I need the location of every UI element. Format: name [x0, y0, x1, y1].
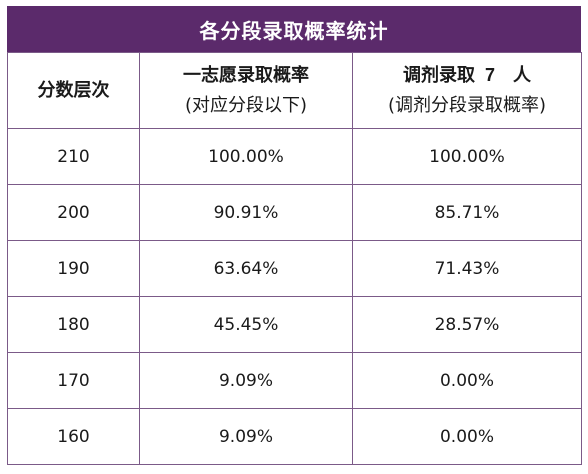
probability-table: 分数层次 一志愿录取概率 (对应分段以下) 调剂录取 7 人 (调剂分段录取概率) … [7, 52, 582, 465]
table-row: 160 9.09% 0.00% [7, 408, 582, 465]
header-first-choice-note: (对应分段以下) [184, 94, 308, 116]
header-first-choice: 一志愿录取概率 (对应分段以下) [139, 52, 353, 129]
table-title: 各分段录取概率统计 [7, 6, 581, 52]
score-cell: 170 [7, 352, 140, 409]
score-cell: 190 [7, 240, 140, 297]
first-choice-cell: 90.91% [139, 184, 353, 241]
header-row: 分数层次 一志愿录取概率 (对应分段以下) 调剂录取 7 人 (调剂分段录取概率) [7, 52, 582, 129]
adjust-cell: 0.00% [352, 352, 582, 409]
header-adjust-count: 7 [484, 65, 495, 85]
header-adjust-note: (调剂分段录取概率) [387, 95, 547, 116]
header-adjust: 调剂录取 7 人 (调剂分段录取概率) [352, 52, 582, 129]
adjust-cell: 85.71% [352, 184, 582, 241]
table-row: 190 63.64% 71.43% [7, 240, 582, 297]
first-choice-cell: 100.00% [139, 128, 353, 185]
score-cell: 160 [7, 408, 140, 465]
adjust-cell: 0.00% [352, 408, 582, 465]
adjust-cell: 71.43% [352, 240, 582, 297]
header-score-level-label: 分数层次 [37, 79, 110, 101]
adjust-cell: 28.57% [352, 296, 582, 353]
header-first-choice-label: 一志愿录取概率 [183, 64, 309, 86]
first-choice-cell: 9.09% [139, 352, 353, 409]
score-cell: 200 [7, 184, 140, 241]
header-adjust-suffix: 人 [513, 65, 531, 86]
score-cell: 210 [7, 128, 140, 185]
first-choice-cell: 63.64% [139, 240, 353, 297]
probability-table-card: 各分段录取概率统计 分数层次 一志愿录取概率 (对应分段以下) 调剂录取 7 人 (… [7, 6, 582, 465]
table-row: 210 100.00% 100.00% [7, 128, 582, 185]
first-choice-cell: 45.45% [139, 296, 353, 353]
header-score-level: 分数层次 [7, 52, 140, 129]
header-adjust-prefix: 调剂录取 [402, 65, 475, 86]
first-choice-cell: 9.09% [139, 408, 353, 465]
table-row: 180 45.45% 28.57% [7, 296, 582, 353]
table-row: 170 9.09% 0.00% [7, 352, 582, 409]
adjust-cell: 100.00% [352, 128, 582, 185]
header-adjust-label: 调剂录取 7 人 [353, 60, 581, 91]
table-row: 200 90.91% 85.71% [7, 184, 582, 241]
score-cell: 180 [7, 296, 140, 353]
